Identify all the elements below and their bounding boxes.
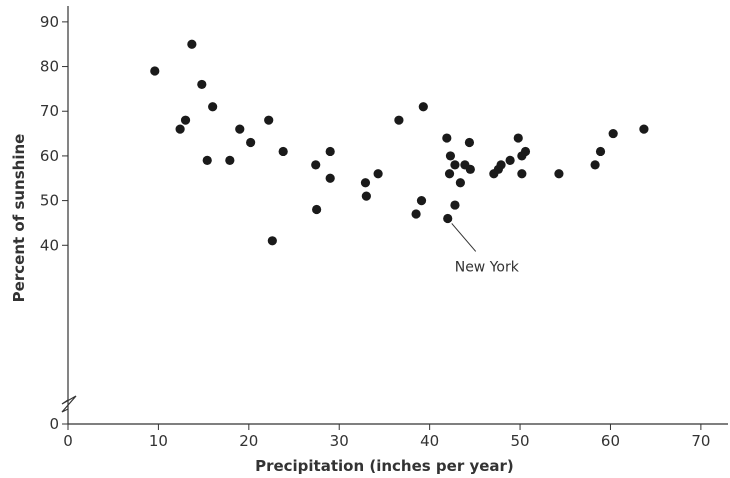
- data-point: [411, 209, 421, 219]
- data-point: [590, 160, 600, 170]
- x-tick-label: 20: [239, 432, 258, 450]
- data-point: [202, 155, 212, 165]
- data-point: [235, 124, 245, 134]
- x-tick-label: 40: [420, 432, 439, 450]
- data-point: [278, 146, 288, 157]
- x-tick-label: 60: [601, 432, 620, 450]
- data-point: [187, 39, 197, 49]
- y-tick-label: 40: [40, 236, 59, 254]
- x-axis-label: Precipitation (inches per year): [255, 457, 514, 475]
- y-tick-label: 80: [40, 58, 59, 76]
- data-point: [325, 146, 335, 157]
- x-tick-label: 30: [330, 432, 349, 450]
- y-axis-break-mark: [61, 395, 77, 413]
- x-tick-label: 10: [149, 432, 168, 450]
- data-point: [517, 169, 527, 179]
- y-tick-label: 70: [40, 102, 59, 120]
- data-point: [325, 173, 335, 183]
- y-tick-label: 60: [40, 147, 59, 165]
- x-tick-label: 0: [63, 432, 73, 450]
- y-tick-label: 0: [49, 415, 59, 433]
- data-point: [465, 164, 475, 174]
- y-tick-label: 90: [40, 13, 59, 31]
- data-point: [150, 66, 160, 76]
- data-point: [175, 124, 185, 134]
- data-point: [264, 115, 274, 125]
- data-point: [225, 155, 235, 165]
- x-tick-label: 50: [511, 432, 530, 450]
- y-tick-label: 50: [40, 192, 59, 210]
- data-point: [442, 133, 452, 143]
- data-point: [312, 204, 322, 215]
- data-point: [595, 146, 606, 157]
- data-point: [373, 169, 383, 179]
- data-point: [505, 155, 515, 165]
- data-point: [464, 137, 475, 148]
- data-point: [197, 79, 207, 90]
- data-point: [361, 191, 371, 201]
- annotations: New York: [451, 223, 520, 275]
- data-point: [450, 160, 460, 170]
- data-point: [360, 178, 371, 188]
- y-axis-label: Percent of sunshine: [10, 134, 28, 303]
- data-point: [418, 102, 428, 112]
- data-point: [180, 115, 191, 125]
- data-point: [520, 146, 531, 157]
- data-point: [513, 133, 523, 143]
- annotation-leader-line: [451, 223, 477, 252]
- data-point: [416, 195, 427, 206]
- data-point: [496, 160, 506, 170]
- data-point: [443, 213, 453, 224]
- data-points: [150, 39, 649, 246]
- data-point: [554, 169, 564, 179]
- data-point: [444, 169, 455, 179]
- data-point: [394, 115, 404, 125]
- data-point: [455, 178, 465, 188]
- data-point: [246, 137, 256, 148]
- data-point: [311, 160, 321, 170]
- data-point: [450, 200, 460, 210]
- ticks: 0 10 20 30 40 50 60 70 0 40 50 60 70 80 90: [40, 13, 711, 450]
- data-point: [208, 102, 218, 112]
- annotation-label: New York: [455, 259, 520, 275]
- data-point: [445, 151, 456, 161]
- data-point: [608, 128, 618, 139]
- x-tick-label: 70: [691, 432, 710, 450]
- data-point: [267, 236, 277, 246]
- axes: [61, 6, 728, 425]
- data-point: [639, 124, 649, 134]
